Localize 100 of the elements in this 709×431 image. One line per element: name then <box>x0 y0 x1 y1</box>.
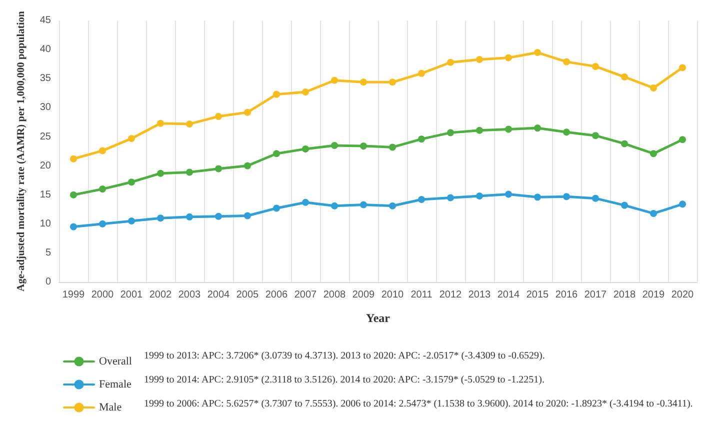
legend-label: Female <box>99 378 132 390</box>
point <box>650 210 657 217</box>
point <box>389 78 396 86</box>
x-tick-label: 2014 <box>497 290 520 300</box>
point <box>273 90 280 98</box>
x-tick-label: 2020 <box>671 290 694 300</box>
x-tick-label: 2013 <box>468 290 492 300</box>
point <box>70 191 77 198</box>
point <box>186 120 193 128</box>
x-tick-label: 2016 <box>555 290 578 300</box>
point <box>157 170 164 177</box>
point <box>592 62 599 70</box>
point <box>563 128 570 136</box>
point <box>331 142 338 149</box>
point <box>360 142 367 150</box>
point <box>621 140 628 148</box>
point <box>360 201 367 208</box>
point <box>186 168 193 176</box>
x-tick-label: 2011 <box>410 290 433 300</box>
legend-label: Male <box>99 402 122 414</box>
point <box>128 134 135 142</box>
y-tick-label: 25 <box>40 131 52 142</box>
point <box>679 200 686 208</box>
x-tick-label: 2017 <box>584 290 608 300</box>
y-tick-label: 5 <box>45 247 52 258</box>
point <box>447 194 454 202</box>
point <box>331 76 338 84</box>
point <box>331 202 338 210</box>
x-tick-label: 2010 <box>381 290 404 300</box>
point <box>157 214 164 222</box>
x-tick-label: 2000 <box>91 290 114 300</box>
point <box>418 70 425 77</box>
x-tick-label: 1999 <box>62 290 86 300</box>
y-tick-label: 0 <box>45 276 52 288</box>
point <box>505 54 512 62</box>
x-tick-label: 2012 <box>439 290 462 300</box>
point <box>128 178 135 186</box>
x-tick-label: 2004 <box>207 290 230 300</box>
point <box>418 196 425 203</box>
point <box>621 202 628 209</box>
legend-label: Overall <box>99 356 132 368</box>
point <box>679 136 686 144</box>
x-tick-label: 2015 <box>526 290 550 300</box>
point <box>215 112 222 120</box>
y-tick-label: 35 <box>40 73 52 84</box>
text: 1999 to 2013: APC: 3.7206* (3.0739 to 4.3713). 2013 to 2020: APC: -2.0517* (-3.4309 to -0.6529). <box>144 350 545 362</box>
point <box>244 212 251 220</box>
point <box>534 124 541 132</box>
point <box>99 147 106 154</box>
x-tick-label: 2008 <box>323 290 346 300</box>
point <box>476 126 483 134</box>
point <box>476 56 483 63</box>
point <box>157 120 164 127</box>
x-tick-label: 2001 <box>120 290 144 300</box>
y-tick-label: 40 <box>40 44 52 56</box>
x-tick-label: 2018 <box>613 290 636 300</box>
point <box>99 186 106 193</box>
x-tick-label: 2007 <box>294 290 318 300</box>
point <box>534 49 541 56</box>
y-tick-label: 10 <box>40 218 52 230</box>
x-tick-label: 2019 <box>642 290 666 300</box>
point <box>447 58 454 66</box>
point <box>215 212 222 220</box>
point <box>99 220 106 228</box>
point <box>389 202 396 210</box>
x-tick-label: 2009 <box>352 290 376 300</box>
y-tick-label: 45 <box>40 15 52 26</box>
point <box>592 132 599 140</box>
point <box>563 58 570 66</box>
y-axis-title: Age-adjusted mortality rate (AAMR) per 1,000,000 population <box>16 10 27 292</box>
point <box>244 108 251 116</box>
point <box>244 162 251 170</box>
point <box>447 129 454 136</box>
x-tick-label: 2003 <box>178 290 202 300</box>
point <box>128 217 135 224</box>
x-tick-label: 2005 <box>236 290 260 300</box>
point <box>302 145 309 152</box>
y-tick-label: 15 <box>40 189 52 200</box>
point <box>273 204 280 212</box>
text: 1999 to 2014: APC: 2.9105* (2.3118 to 3.5126). 2014 to 2020: APC: -3.1579* (-5.0529 to -1.2251). <box>144 374 544 386</box>
x-axis-title: Year <box>366 311 391 325</box>
point <box>70 223 77 230</box>
point <box>592 194 599 202</box>
text: 1999 to 2006: APC: 5.6257* (3.7307 to 7.5553). 2006 to 2014: 2.5473* (1.1538 to 3.9600). 2014 to 2020: -1.8923* (-3.4194 to -0.3411). <box>144 398 693 410</box>
y-tick-label: 30 <box>40 102 52 114</box>
point <box>534 194 541 201</box>
point <box>302 88 309 96</box>
point <box>621 73 628 80</box>
point <box>215 165 222 172</box>
point <box>476 192 483 200</box>
point <box>273 150 280 158</box>
point <box>505 126 512 133</box>
point <box>505 190 512 198</box>
point <box>302 198 309 206</box>
point <box>389 144 396 151</box>
x-tick-label: 2002 <box>149 290 172 300</box>
y-tick-label: 20 <box>40 160 52 172</box>
point <box>563 193 570 200</box>
point <box>650 84 657 92</box>
x-tick-label: 2006 <box>265 290 288 300</box>
